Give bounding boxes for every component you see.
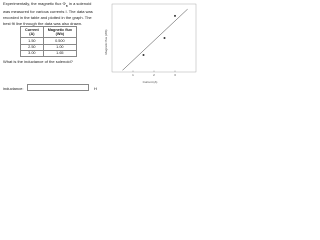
answer-unit: H [94, 86, 97, 91]
question: What is the inductance of the solenoid? [3, 59, 73, 64]
x-axis-label: Current (A) [143, 80, 158, 84]
flux-subscript: B [65, 3, 68, 8]
cell: 3.00 [20, 49, 44, 57]
data-point [174, 14, 176, 17]
page: Experimentally, the magnetic flux ΦB in … [0, 0, 200, 95]
intro-before: Experimentally, the magnetic flux [3, 1, 63, 6]
x-tick-label: 2 [153, 73, 155, 77]
header-row: Current (A) Magnetic flux (Wb) [20, 25, 77, 39]
header-text: Current [25, 27, 39, 32]
x-tick-label: 3 [174, 73, 176, 77]
header-unit: (A) [29, 32, 35, 37]
graph: Magnetic flux (Wb) Current (A) 1 2 3 [104, 3, 197, 84]
data-point [163, 37, 166, 39]
flux-symbol: Φ [62, 1, 66, 6]
header-text: Magnetic flux [47, 27, 72, 32]
plot-area [111, 3, 197, 73]
fit-line [122, 8, 188, 71]
data-table: Current (A) Magnetic flux (Wb) 1.50 0.500 2… [20, 25, 77, 57]
header-unit: (Wb) [55, 32, 65, 37]
intro-after: in a solenoid was measured for various c… [3, 1, 93, 26]
intro-text: Experimentally, the magnetic flux ΦB in … [3, 1, 98, 26]
header-cell: Magnetic flux (Wb) [42, 25, 77, 39]
answer-label: inductance: [3, 86, 24, 91]
x-tick-label: 1 [132, 73, 134, 77]
cell: 1.65 [42, 49, 77, 57]
data-point [142, 54, 145, 56]
answer-input[interactable] [27, 84, 89, 91]
y-axis-label: Magnetic flux (Wb) [104, 29, 108, 54]
header-cell: Current (A) [20, 25, 44, 39]
row: 3.00 1.65 [20, 49, 77, 57]
